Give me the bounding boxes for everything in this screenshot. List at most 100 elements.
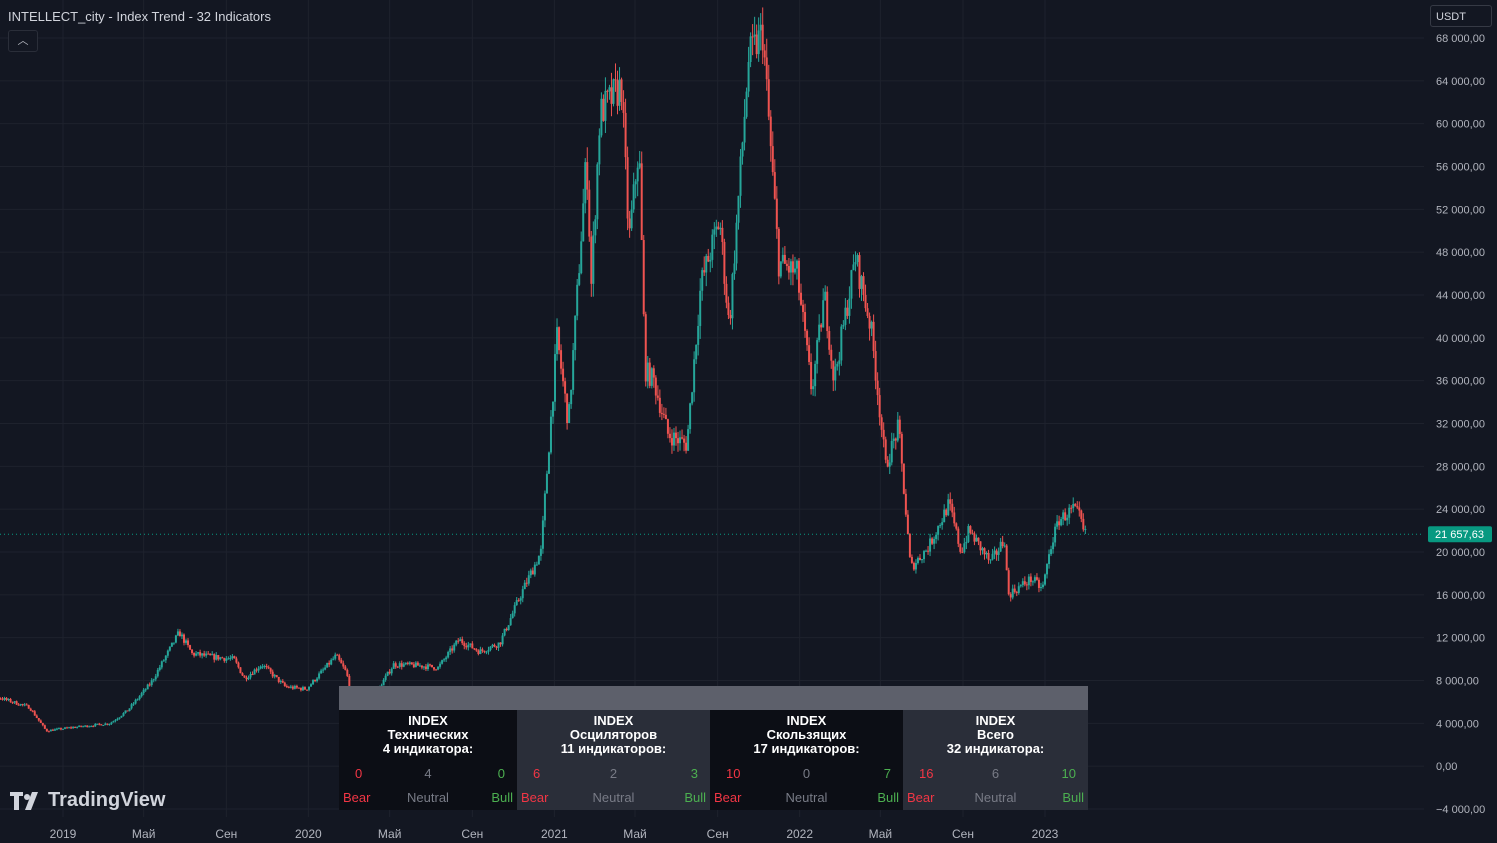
candle-body [717, 226, 720, 230]
candle-body [689, 403, 692, 430]
candle-body [943, 509, 946, 523]
candle-body [626, 157, 629, 219]
candle-body [13, 701, 16, 703]
candle-body [935, 534, 938, 540]
candle-body [435, 669, 438, 671]
currency-label[interactable]: USDT [1430, 5, 1492, 27]
candle-body [703, 270, 706, 273]
candle-body [1033, 577, 1036, 582]
candle-body [342, 663, 345, 667]
candle-body [287, 686, 290, 688]
index-col-count: 17 индикаторов: [753, 741, 860, 756]
candle-body [1082, 518, 1085, 530]
candle-body [878, 395, 881, 418]
candle-body [477, 650, 480, 654]
candle-body [727, 302, 730, 316]
candle-body [481, 649, 484, 651]
candle-body [193, 653, 196, 656]
candle-body [57, 728, 60, 730]
candle-body [866, 308, 869, 316]
candle-body [483, 650, 486, 652]
index-col-subtitle: Осциляторов [569, 727, 658, 742]
candle-body [906, 514, 909, 535]
candle-body [941, 522, 944, 526]
candle-body [348, 675, 351, 690]
candle-body [195, 653, 198, 656]
candle-body [424, 666, 427, 670]
candle-body [666, 419, 669, 434]
candle-body [697, 325, 700, 345]
candle-body [674, 432, 677, 439]
candle-body [235, 658, 238, 663]
candle-body [251, 674, 254, 676]
candle-body [227, 658, 230, 660]
tradingview-logo-icon [10, 791, 38, 810]
candle-body [68, 727, 71, 729]
candle-body [156, 669, 159, 677]
candle-body [176, 631, 179, 636]
candle-body [241, 673, 244, 676]
candle-body [414, 662, 417, 668]
neutral-count: 0 [802, 766, 811, 781]
candle-body [110, 722, 113, 725]
candle-body [658, 397, 661, 413]
candle-body [31, 710, 34, 712]
bear-label: Bear [521, 790, 549, 805]
index-col-subtitle: Скользящих [766, 727, 847, 742]
collapse-button[interactable]: ︿ [8, 30, 38, 52]
candle-body [152, 679, 155, 681]
candle-body [535, 564, 538, 566]
candle-body [1, 698, 4, 700]
candle-body [679, 437, 682, 444]
candle-body [316, 678, 319, 682]
candle-body [691, 392, 694, 404]
candle-body [388, 671, 391, 674]
candle-body [578, 273, 581, 285]
bear-count: 10 [726, 766, 741, 781]
candle-body [390, 668, 393, 674]
candle-body [1046, 564, 1049, 575]
candle-body [277, 676, 280, 682]
candle-body [733, 263, 736, 275]
candle-body [416, 662, 419, 666]
candle-body [656, 395, 659, 398]
x-tick-label: Сен [952, 827, 974, 841]
candle-body [344, 666, 347, 670]
candle-body [431, 664, 434, 668]
y-tick-label: 24 000,00 [1436, 504, 1485, 516]
candle-body [556, 327, 559, 355]
candle-body [654, 377, 657, 396]
candle-body [914, 563, 917, 570]
candle-body [912, 562, 915, 570]
candle-body [971, 532, 974, 534]
neutral-label: Neutral [407, 790, 449, 805]
candle-body [509, 618, 512, 626]
candle-body [529, 570, 532, 576]
tradingview-logo[interactable]: TradingView [10, 789, 165, 812]
candle-body [1023, 581, 1026, 585]
candle-body [426, 664, 429, 670]
candle-body [499, 642, 502, 645]
candle-body [880, 417, 883, 430]
candle-body [997, 551, 1000, 555]
candle-body [19, 704, 22, 706]
candle-body [443, 659, 446, 661]
bear-label: Bear [714, 790, 742, 805]
candle-body [840, 326, 843, 361]
candle-body [265, 666, 268, 668]
x-tick-label: Сен [215, 827, 237, 841]
candle-body [896, 419, 899, 441]
candle-body [630, 209, 633, 229]
candle-body [283, 682, 286, 687]
neutral-count: 2 [609, 766, 618, 781]
candle-body [517, 600, 520, 602]
x-tick-label: Май [378, 827, 402, 841]
candle-body [132, 703, 135, 705]
candle-body [660, 412, 663, 414]
candle-body [931, 538, 934, 544]
candle-body [72, 727, 75, 729]
candle-body [84, 725, 87, 727]
candle-body [519, 598, 522, 601]
candle-body [1007, 570, 1010, 595]
candle-body [1003, 545, 1006, 547]
